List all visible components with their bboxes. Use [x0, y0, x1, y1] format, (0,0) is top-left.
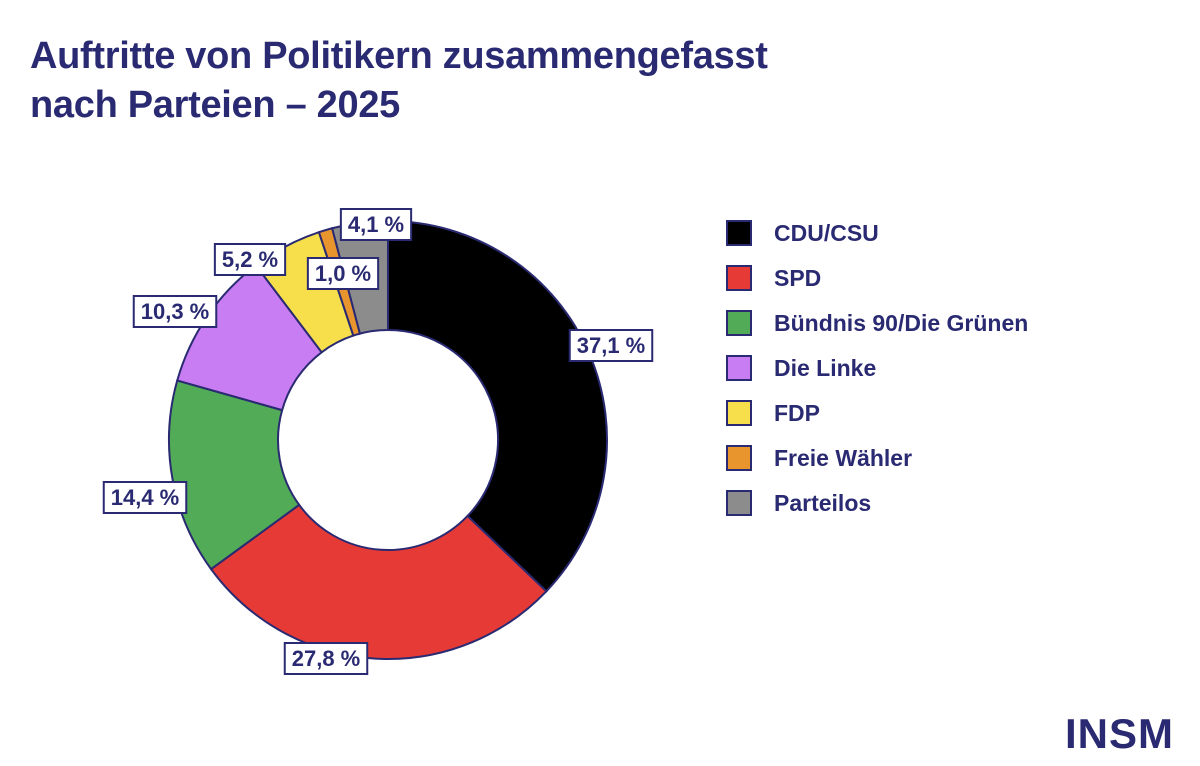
legend-item-gruene: Bündnis 90/Die Grünen: [726, 308, 1028, 338]
legend-label-cdu-csu: CDU/CSU: [774, 219, 879, 246]
legend-item-parteilos: Parteilos: [726, 488, 1028, 518]
data-label-box-parteilos: [339, 208, 413, 241]
chart-title-line-1: Auftritte von Politikern zusammengefasst: [30, 35, 768, 77]
data-label-box-cdu-csu: [568, 329, 654, 362]
chart-title-line-2: nach Parteien – 2025: [30, 84, 400, 127]
legend-swatch-parteilos: [726, 490, 752, 516]
legend-label-spd: SPD: [774, 264, 822, 291]
data-label-box-spd: [283, 642, 369, 675]
legend-item-linke: Die Linke: [726, 353, 1028, 383]
legend-label-freie-waehler: Freie Wähler: [774, 444, 913, 471]
data-label-fdp: 5,2 %: [213, 243, 287, 276]
legend-swatch-linke: [726, 355, 752, 381]
legend-item-fdp: FDP: [726, 398, 1028, 428]
data-label-text-spd: 27,8 %: [292, 646, 361, 671]
legend-item-freie-waehler: Freie Wähler: [726, 443, 1028, 473]
data-label-text-parteilos: 4,1 %: [348, 212, 404, 237]
legend-swatch-gruene: [726, 310, 752, 336]
legend-label-gruene: Bündnis 90/Die Grünen: [774, 309, 1029, 336]
legend-swatch-fdp: [726, 400, 752, 426]
data-label-text-linke: 10,3 %: [141, 299, 210, 324]
legend-item-cdu-csu: CDU/CSU: [726, 218, 1028, 248]
data-label-text-freie-waehler: 1,0 %: [315, 261, 371, 286]
data-label-parteilos: 4,1 %: [339, 208, 413, 241]
brand-logo: INSM: [1065, 710, 1174, 757]
chart-title: Auftritte von Politikern zusammengefasst…: [30, 32, 1030, 131]
slice-gruene: [168, 379, 301, 571]
legend-swatch-freie-waehler: [726, 445, 752, 471]
data-label-box-fdp: [213, 243, 287, 276]
legend-swatch-spd: [726, 265, 752, 291]
slice-cdu-csu: [387, 219, 608, 593]
data-label-box-gruene: [102, 481, 188, 514]
data-label-text-gruene: 14,4 %: [111, 485, 180, 510]
legend-label-parteilos: Parteilos: [774, 489, 872, 516]
data-label-box-linke: [132, 295, 218, 328]
data-label-spd: 27,8 %: [283, 642, 369, 675]
chart-legend: CDU/CSU SPD Bündnis 90/Die Grünen Die Li…: [726, 218, 1028, 533]
legend-item-spd: SPD: [726, 263, 1028, 293]
legend-swatch-cdu-csu: [726, 220, 752, 246]
slice-spd: [209, 503, 548, 660]
data-label-cdu-csu: 37,1 %: [568, 329, 654, 362]
data-label-text-fdp: 5,2 %: [222, 247, 278, 272]
data-label-freie-waehler: 1,0 %: [306, 257, 380, 290]
data-label-gruene: 14,4 %: [102, 481, 188, 514]
data-label-linke: 10,3 %: [132, 295, 218, 328]
data-label-text-cdu-csu: 37,1 %: [577, 333, 646, 358]
legend-label-linke: Die Linke: [774, 354, 877, 381]
data-label-box-freie-waehler: [306, 257, 380, 290]
legend-label-fdp: FDP: [774, 399, 820, 426]
